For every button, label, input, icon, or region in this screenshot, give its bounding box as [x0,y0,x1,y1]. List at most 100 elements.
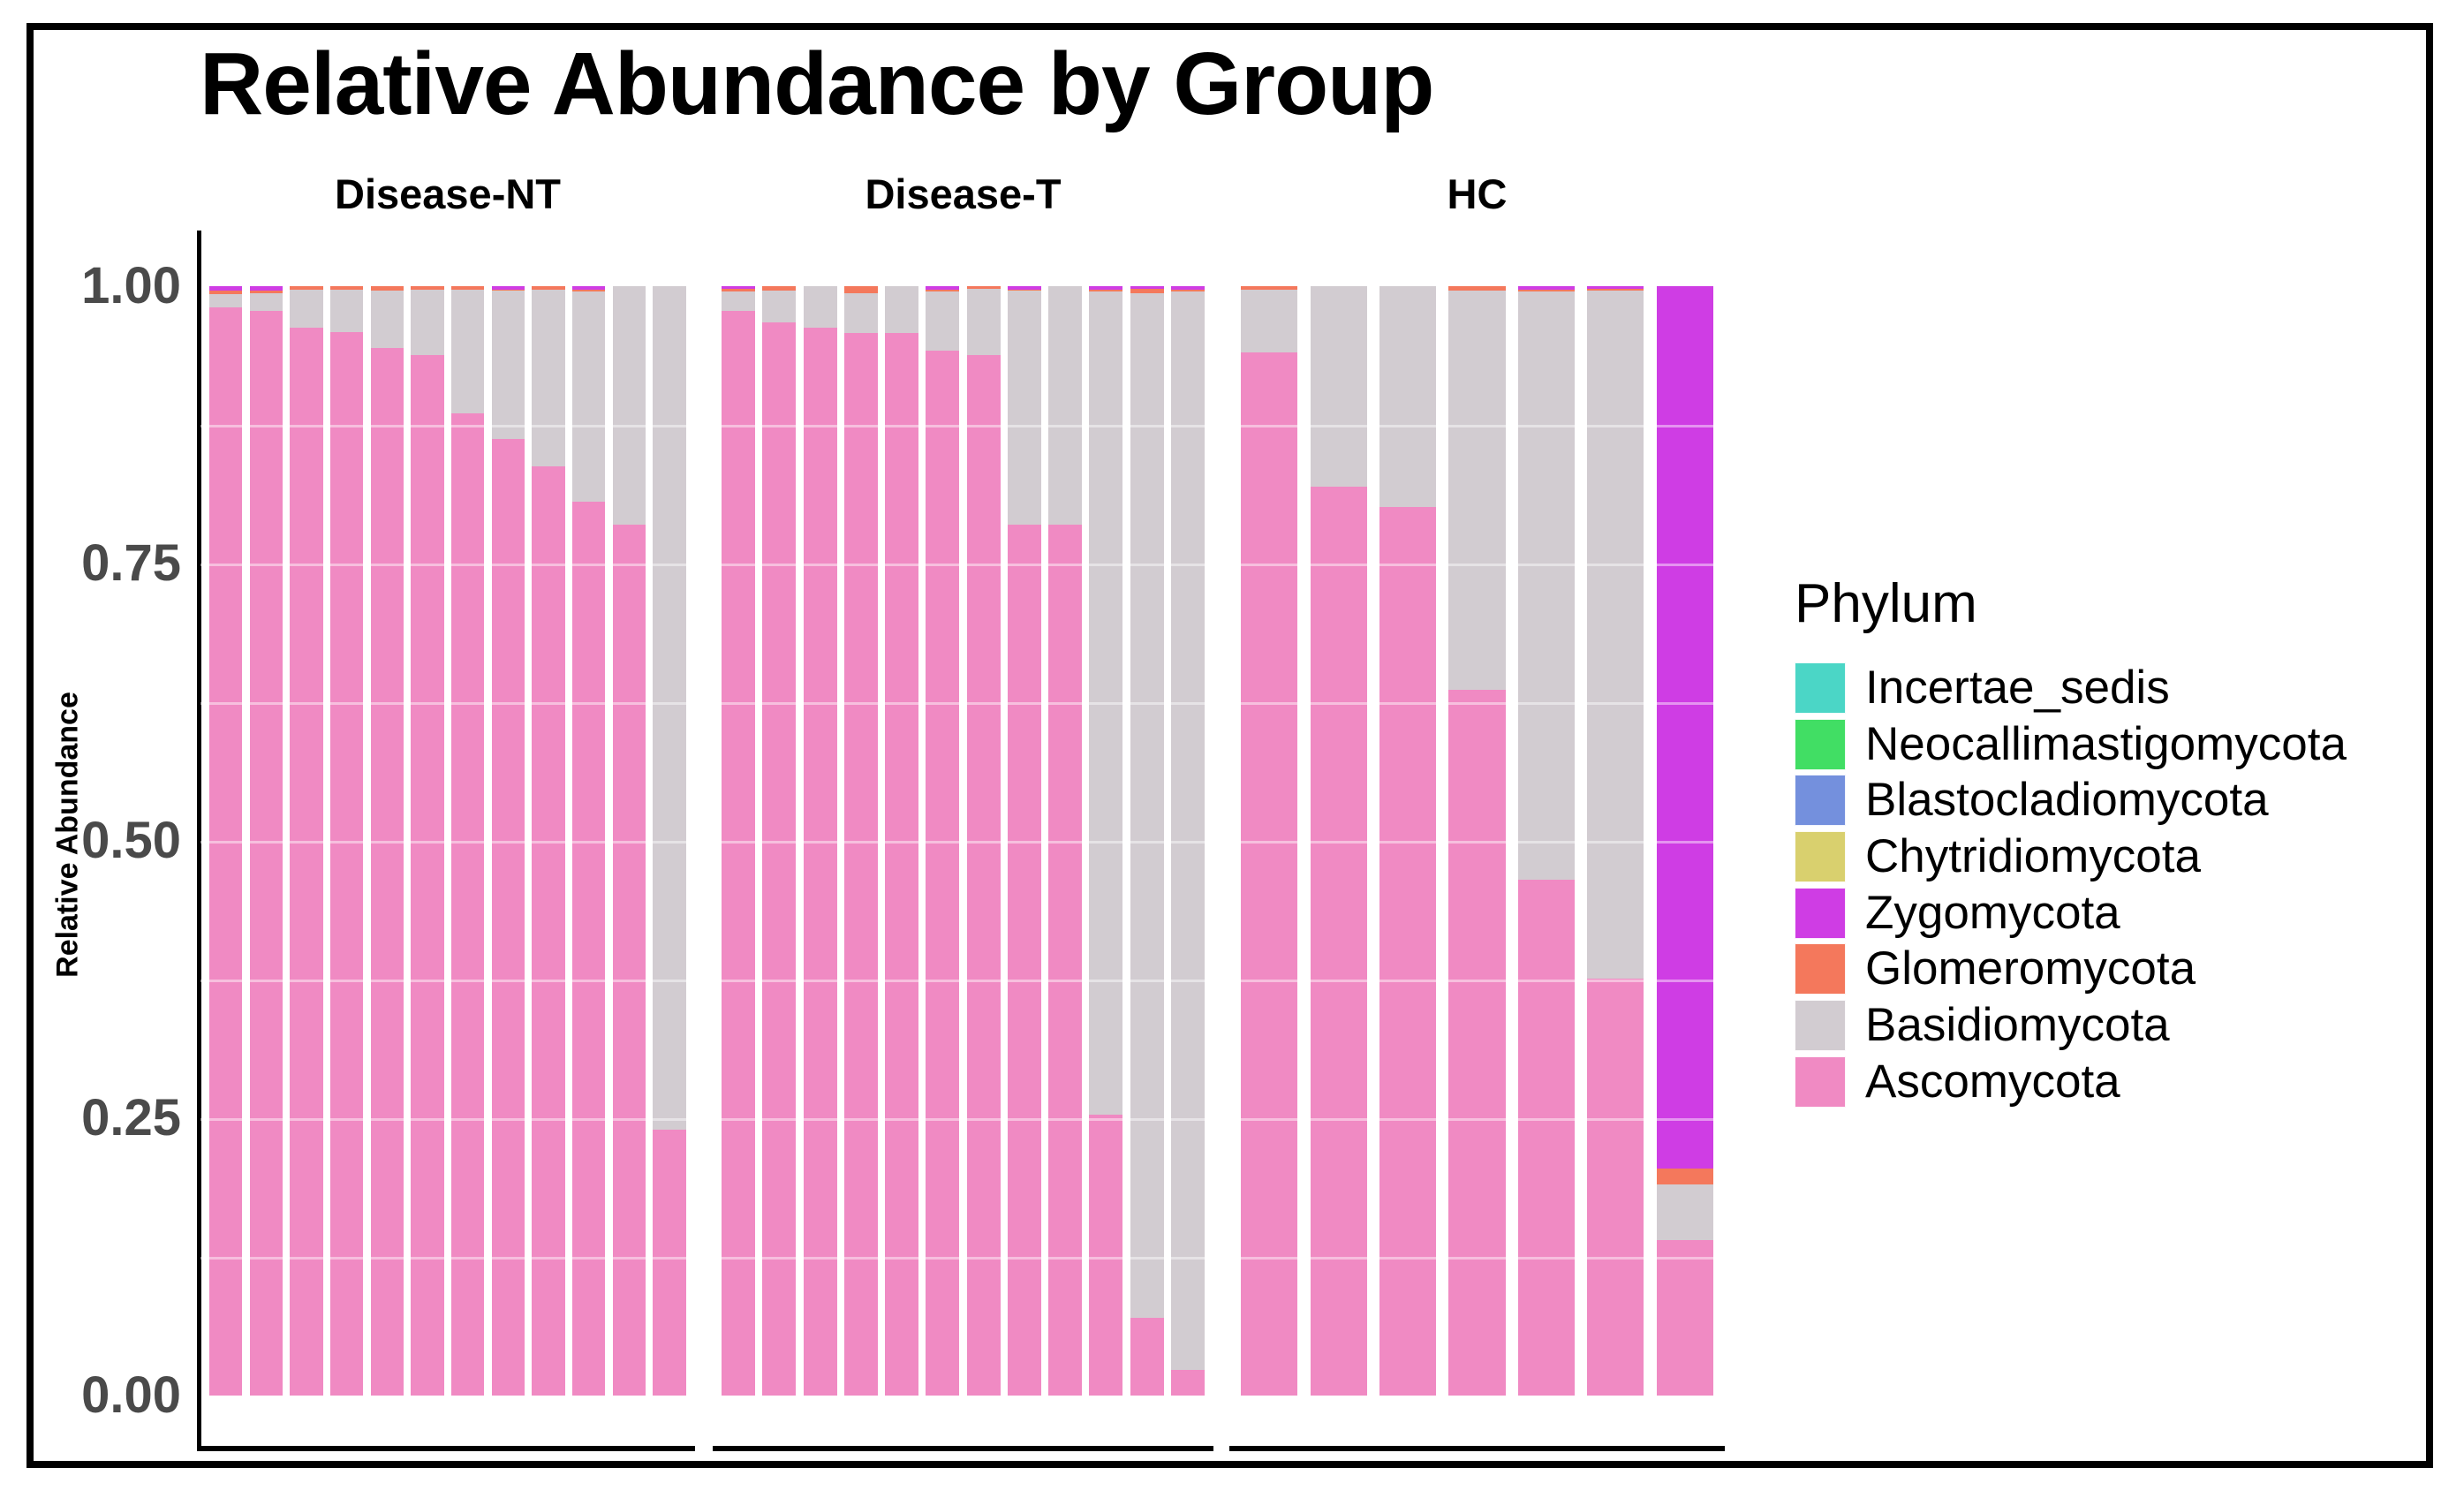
bar-segment-basidiomycota [491,291,525,440]
bar-segment-basidiomycota [451,289,485,414]
stacked-bar [1130,231,1164,1396]
bar-segment-basidiomycota [1089,291,1123,1116]
bar-segment-basidiomycota [762,291,797,323]
bar-segment-ascomycota [926,350,960,1396]
bar-segment-ascomycota [532,465,565,1396]
stacked-bar [885,231,919,1396]
bar-segment-basidiomycota [1048,286,1083,525]
legend-row: Glomeromycota [1795,941,2347,997]
legend-label: Neocallimastigomycota [1865,717,2347,770]
stacked-bar [1379,231,1437,1396]
bar-segment-zygomycota [249,286,283,291]
gridline [1229,841,1725,844]
facet-panel [713,231,1213,1449]
bar-segment-basidiomycota [249,292,283,311]
bar-segment-zygomycota [1130,286,1164,289]
stacked-bar [653,231,686,1396]
bar-segment-glomeromycota [722,288,756,292]
bar-segment-ascomycota [612,525,646,1396]
legend-label: Ascomycota [1865,1055,2120,1108]
gridline [1229,564,1725,566]
gridline [200,841,695,844]
bar-segment-ascomycota [1048,525,1083,1396]
legend: Phylum Incertae_sedis Neocallimastigomyco… [1795,572,2347,1110]
stacked-bar [1048,231,1083,1396]
bar-segment-zygomycota [1587,286,1644,289]
gridline [713,1257,1213,1260]
facet-label: HC [1447,170,1508,217]
bar-segment-ascomycota [966,354,1001,1396]
bar-segment-ascomycota [1007,525,1041,1396]
legend-swatch-icon [1795,718,1846,770]
bar-segment-basidiomycota [1517,291,1576,880]
legend-swatch-icon [1795,830,1846,882]
bar-segment-ascomycota [1517,880,1576,1396]
bar-segment-basidiomycota [1007,291,1041,525]
bar-segment-ascomycota [1310,487,1367,1396]
bar-segment-glomeromycota [370,286,404,291]
legend-label: Chytridiomycota [1865,829,2201,882]
bar-segment-basidiomycota [722,291,756,311]
stacked-bar [209,231,243,1396]
bar-segment-glomeromycota [209,291,243,294]
legend-swatch-icon [1795,887,1846,939]
stacked-bar [330,231,364,1396]
gridline [200,564,695,566]
bar-segment-ascomycota [1448,690,1506,1396]
bar-segment-glomeromycota [1130,288,1164,293]
bar-segment-basidiomycota [209,293,243,307]
bar-segment-ascomycota [491,439,525,1396]
facet-label: Disease-NT [335,170,561,217]
gridline [200,980,695,982]
gridline [1229,425,1725,427]
bar-segment-glomeromycota [1241,286,1298,290]
bar-segment-basidiomycota [612,286,646,525]
legend-label: Zygomycota [1865,886,2120,939]
bar-segment-basidiomycota [572,291,606,502]
y-tick-label: 0.25 [81,1089,181,1146]
bar-segment-basidiomycota [966,288,1001,355]
bar-segment-glomeromycota [1656,1168,1713,1185]
bar-segment-glomeromycota [532,286,565,290]
stacked-bar [843,231,878,1396]
gridline [200,1118,695,1121]
bar-segment-zygomycota [1007,286,1041,290]
bar-segment-ascomycota [370,348,404,1396]
legend-swatch-icon [1795,1055,1846,1108]
bar-segment-basidiomycota [330,289,364,332]
legend-swatch-icon [1795,999,1846,1051]
legend-row: Basidiomycota [1795,997,2347,1054]
bar-segment-glomeromycota [926,289,960,292]
bar-segment-basidiomycota [532,289,565,466]
bar-segment-glomeromycota [1007,289,1041,291]
gridline [713,980,1213,982]
x-axis-line [713,1446,1213,1451]
stacked-bar [803,231,837,1396]
bar-segment-ascomycota [1379,506,1437,1396]
gridline [713,702,1213,705]
legend-row: Neocallimastigomycota [1795,716,2347,773]
bar-segment-glomeromycota [491,289,525,291]
gridline [713,564,1213,566]
bar-segment-basidiomycota [885,286,919,333]
legend-label: Blastocladiomycota [1865,774,2269,827]
stacked-bar [1448,231,1506,1396]
bar-segment-basidiomycota [1310,286,1367,488]
bar-segment-ascomycota [1130,1318,1164,1396]
bar-segment-basidiomycota [1130,292,1164,1319]
legend-label: Basidiomycota [1865,998,2170,1051]
bar-segment-zygomycota [491,286,525,290]
bar-segment-ascomycota [1656,1240,1713,1396]
stacked-bar [411,231,444,1396]
bar-segment-glomeromycota [411,286,444,290]
legend-label: Incertae_sedis [1865,661,2170,714]
gridline [200,702,695,705]
bar-segment-basidiomycota [653,286,686,1130]
stacked-bar [1241,231,1298,1396]
legend-row: Chytridiomycota [1795,828,2347,885]
facet-panel [200,231,695,1449]
bar-segment-glomeromycota [1517,289,1576,292]
bar-segment-ascomycota [803,327,837,1396]
bar-segment-zygomycota [1656,286,1713,1169]
figure-border [26,23,2433,1468]
